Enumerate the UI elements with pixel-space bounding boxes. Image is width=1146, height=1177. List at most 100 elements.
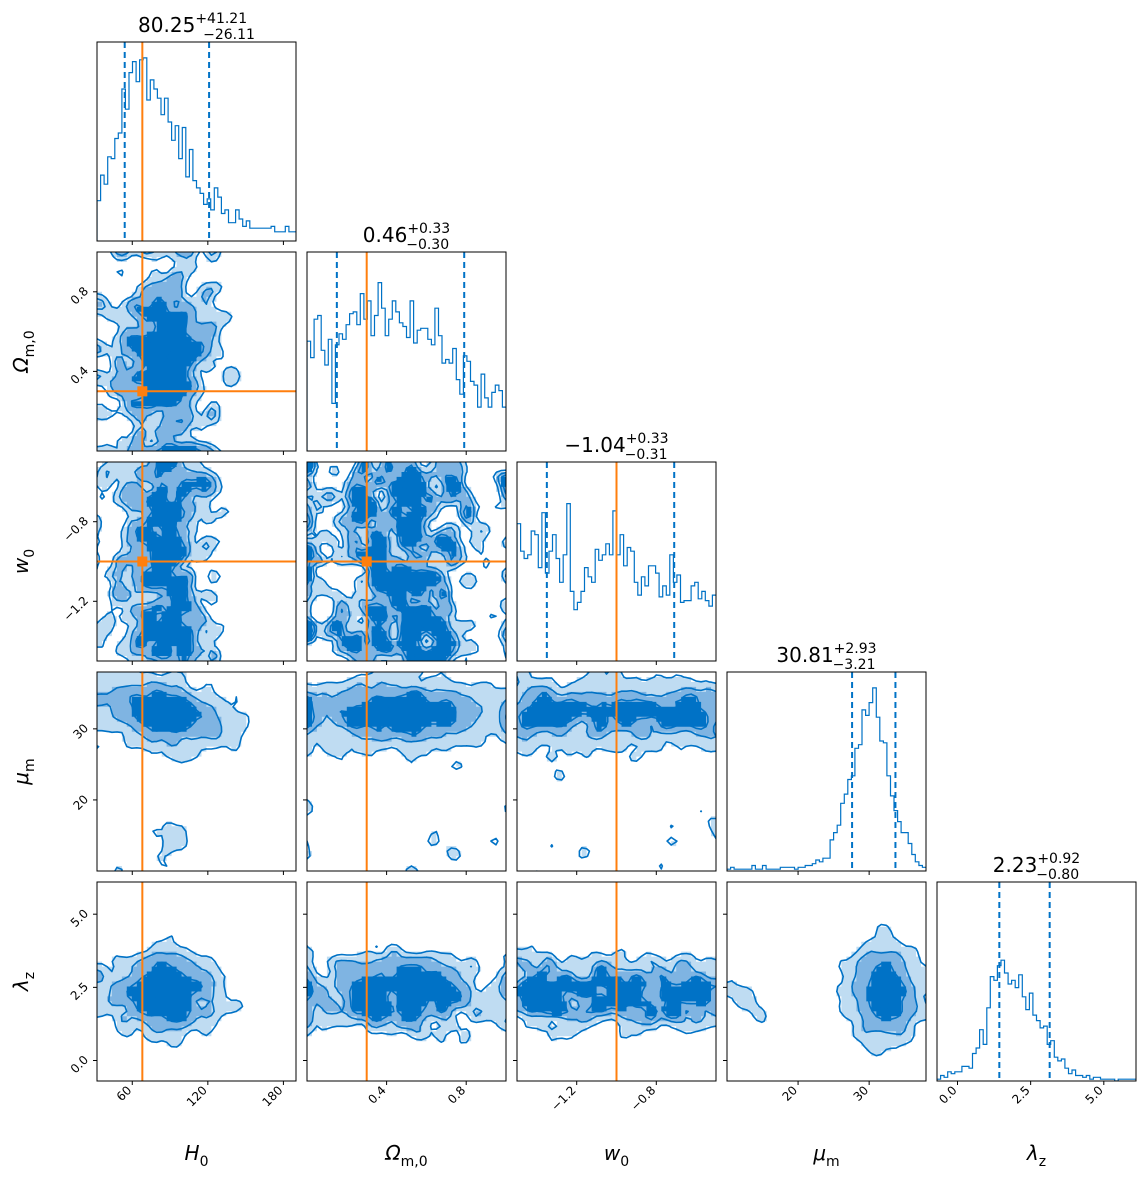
contour-panel-4-2: −1.2 −0.8 <box>513 881 717 1114</box>
contour-line-1 <box>851 950 918 1036</box>
x-axis-label-4: λz <box>1026 1141 1046 1170</box>
contour-line-3 <box>524 701 705 726</box>
contour-line-3 <box>156 703 189 724</box>
axes-frame-4-4 <box>936 881 1137 1082</box>
x-tick-label-4: 0.0 <box>936 1083 959 1106</box>
contour-line-3 <box>307 973 452 1018</box>
y-tick-label-1: 0.8 <box>68 284 91 307</box>
contour-line-3 <box>876 974 896 1010</box>
contour-fill-2 <box>126 961 202 1022</box>
contour-line-2 <box>518 692 709 732</box>
histogram-step-1 <box>307 282 506 451</box>
contour-line-2 <box>517 964 716 1021</box>
contour-line-1 <box>307 462 506 661</box>
contour-line-0 <box>517 672 716 871</box>
x-tick-label-2: −1.2 <box>548 1083 579 1114</box>
contour-line-2 <box>129 689 203 734</box>
contour-line-1 <box>307 950 506 1033</box>
contour-line-2 <box>307 462 506 661</box>
axes-frame-0-0 <box>96 41 297 242</box>
x-axis-label-3: μm <box>812 1141 839 1170</box>
x-axis-label-0: H0 <box>185 1141 209 1170</box>
contour-line-1 <box>97 952 215 1034</box>
contour-line-0 <box>727 923 926 1057</box>
contour-line-1 <box>307 681 506 743</box>
contour-fill-2 <box>131 691 202 732</box>
axes-frame-2-1 <box>306 461 507 662</box>
contour-fill-2 <box>866 961 907 1022</box>
x-tick-label-0: 120 <box>184 1083 210 1109</box>
hist-panel-1: 0.46+0.33 −0.30 <box>306 221 507 455</box>
axes-frame-1-0 <box>96 251 297 452</box>
contour-line-1 <box>97 681 223 747</box>
axes-frame-4-0 <box>96 881 297 1082</box>
contour-line-0 <box>307 462 506 661</box>
title-1: 0.46+0.33 −0.30 <box>363 221 450 253</box>
hist-panel-3: 30.81+2.93 −3.21 <box>726 641 927 875</box>
y-tick-label-4: 2.5 <box>68 980 91 1003</box>
axes-frame-3-3 <box>726 671 927 872</box>
title-2: −1.04+0.33 −0.31 <box>564 431 668 463</box>
contour-line-1 <box>517 685 716 741</box>
x-tick-label-1: 0.8 <box>445 1083 468 1106</box>
y-tick-label-4: 5.0 <box>68 906 91 929</box>
y-tick-label-2: −1.2 <box>61 594 92 625</box>
y-tick-label-4: 0.0 <box>68 1053 91 1076</box>
contour-line-0 <box>97 935 244 1048</box>
y-axis-label-3: μm <box>9 758 38 785</box>
x-axis-label-2: w0 <box>604 1141 629 1170</box>
y-axis-label-2: w0 <box>9 549 38 574</box>
contour-line-0 <box>517 945 716 1042</box>
contour-line-0 <box>307 672 506 871</box>
contour-panel-1-0: 0.4 0.8 <box>68 251 297 455</box>
truth-marker-1-0 <box>137 386 148 397</box>
y-tick-label-3: 20 <box>70 792 91 813</box>
x-tick-label-4: 2.5 <box>1009 1083 1032 1106</box>
x-tick-label-1: 0.4 <box>365 1083 388 1106</box>
contour-panel-2-1 <box>303 461 507 665</box>
histogram-step-3 <box>727 687 926 871</box>
histogram-step-0 <box>97 57 296 241</box>
contour-line-2 <box>866 961 907 1021</box>
axes-frame-2-0 <box>96 461 297 662</box>
contour-line-1 <box>517 957 716 1026</box>
x-axis-label-1: Ωm,0 <box>384 1141 427 1170</box>
contour-fill-2 <box>307 691 457 737</box>
title-3: 30.81+2.93 −3.21 <box>776 641 876 673</box>
hist-panel-0: 80.25+41.21 −26.11 <box>96 11 297 245</box>
y-axis-label-1: Ωm,0 <box>9 330 38 373</box>
histogram-step-2 <box>517 503 716 661</box>
axes-frame-2-2 <box>516 461 717 662</box>
y-tick-label-1: 0.4 <box>68 364 91 387</box>
contour-line-1 <box>97 252 218 451</box>
y-axis-label-4: λz <box>9 972 38 992</box>
contour-panel-4-0: 60 120 180 0.0 2.5 5.0 <box>68 881 297 1109</box>
x-tick-label-2: −0.8 <box>628 1083 659 1114</box>
axes-frame-3-0 <box>96 671 297 872</box>
contour-line-3 <box>307 462 506 659</box>
y-tick-label-2: −0.8 <box>61 514 92 545</box>
contour-panel-2-0: −1.2 −0.8 <box>61 461 297 665</box>
contour-panel-4-1: 0.4 0.8 <box>303 881 507 1107</box>
contour-line-0 <box>97 252 241 451</box>
contour-panel-3-2 <box>513 671 717 875</box>
x-tick-label-4: 5.0 <box>1083 1083 1106 1106</box>
title-0: 80.25+41.21 −26.11 <box>138 11 255 43</box>
truth-marker-2-1 <box>361 556 372 567</box>
contour-line-2 <box>307 963 462 1023</box>
x-tick-label-0: 180 <box>259 1083 285 1109</box>
title-4: 2.23+0.92 −0.80 <box>993 851 1080 883</box>
x-tick-label-3: 20 <box>779 1083 800 1104</box>
axes-frame-1-1 <box>306 251 507 452</box>
x-tick-label-3: 30 <box>851 1083 872 1104</box>
axes-frame-3-1 <box>306 671 507 872</box>
truth-marker-2-0 <box>137 556 148 567</box>
hist-panel-2: −1.04+0.33 −0.31 <box>516 431 717 665</box>
axes-frame-4-1 <box>306 881 507 1082</box>
contour-line-0 <box>97 672 250 871</box>
contour-panel-3-1 <box>303 671 507 875</box>
y-tick-label-3: 30 <box>70 721 91 742</box>
contour-fill-2 <box>126 296 202 451</box>
